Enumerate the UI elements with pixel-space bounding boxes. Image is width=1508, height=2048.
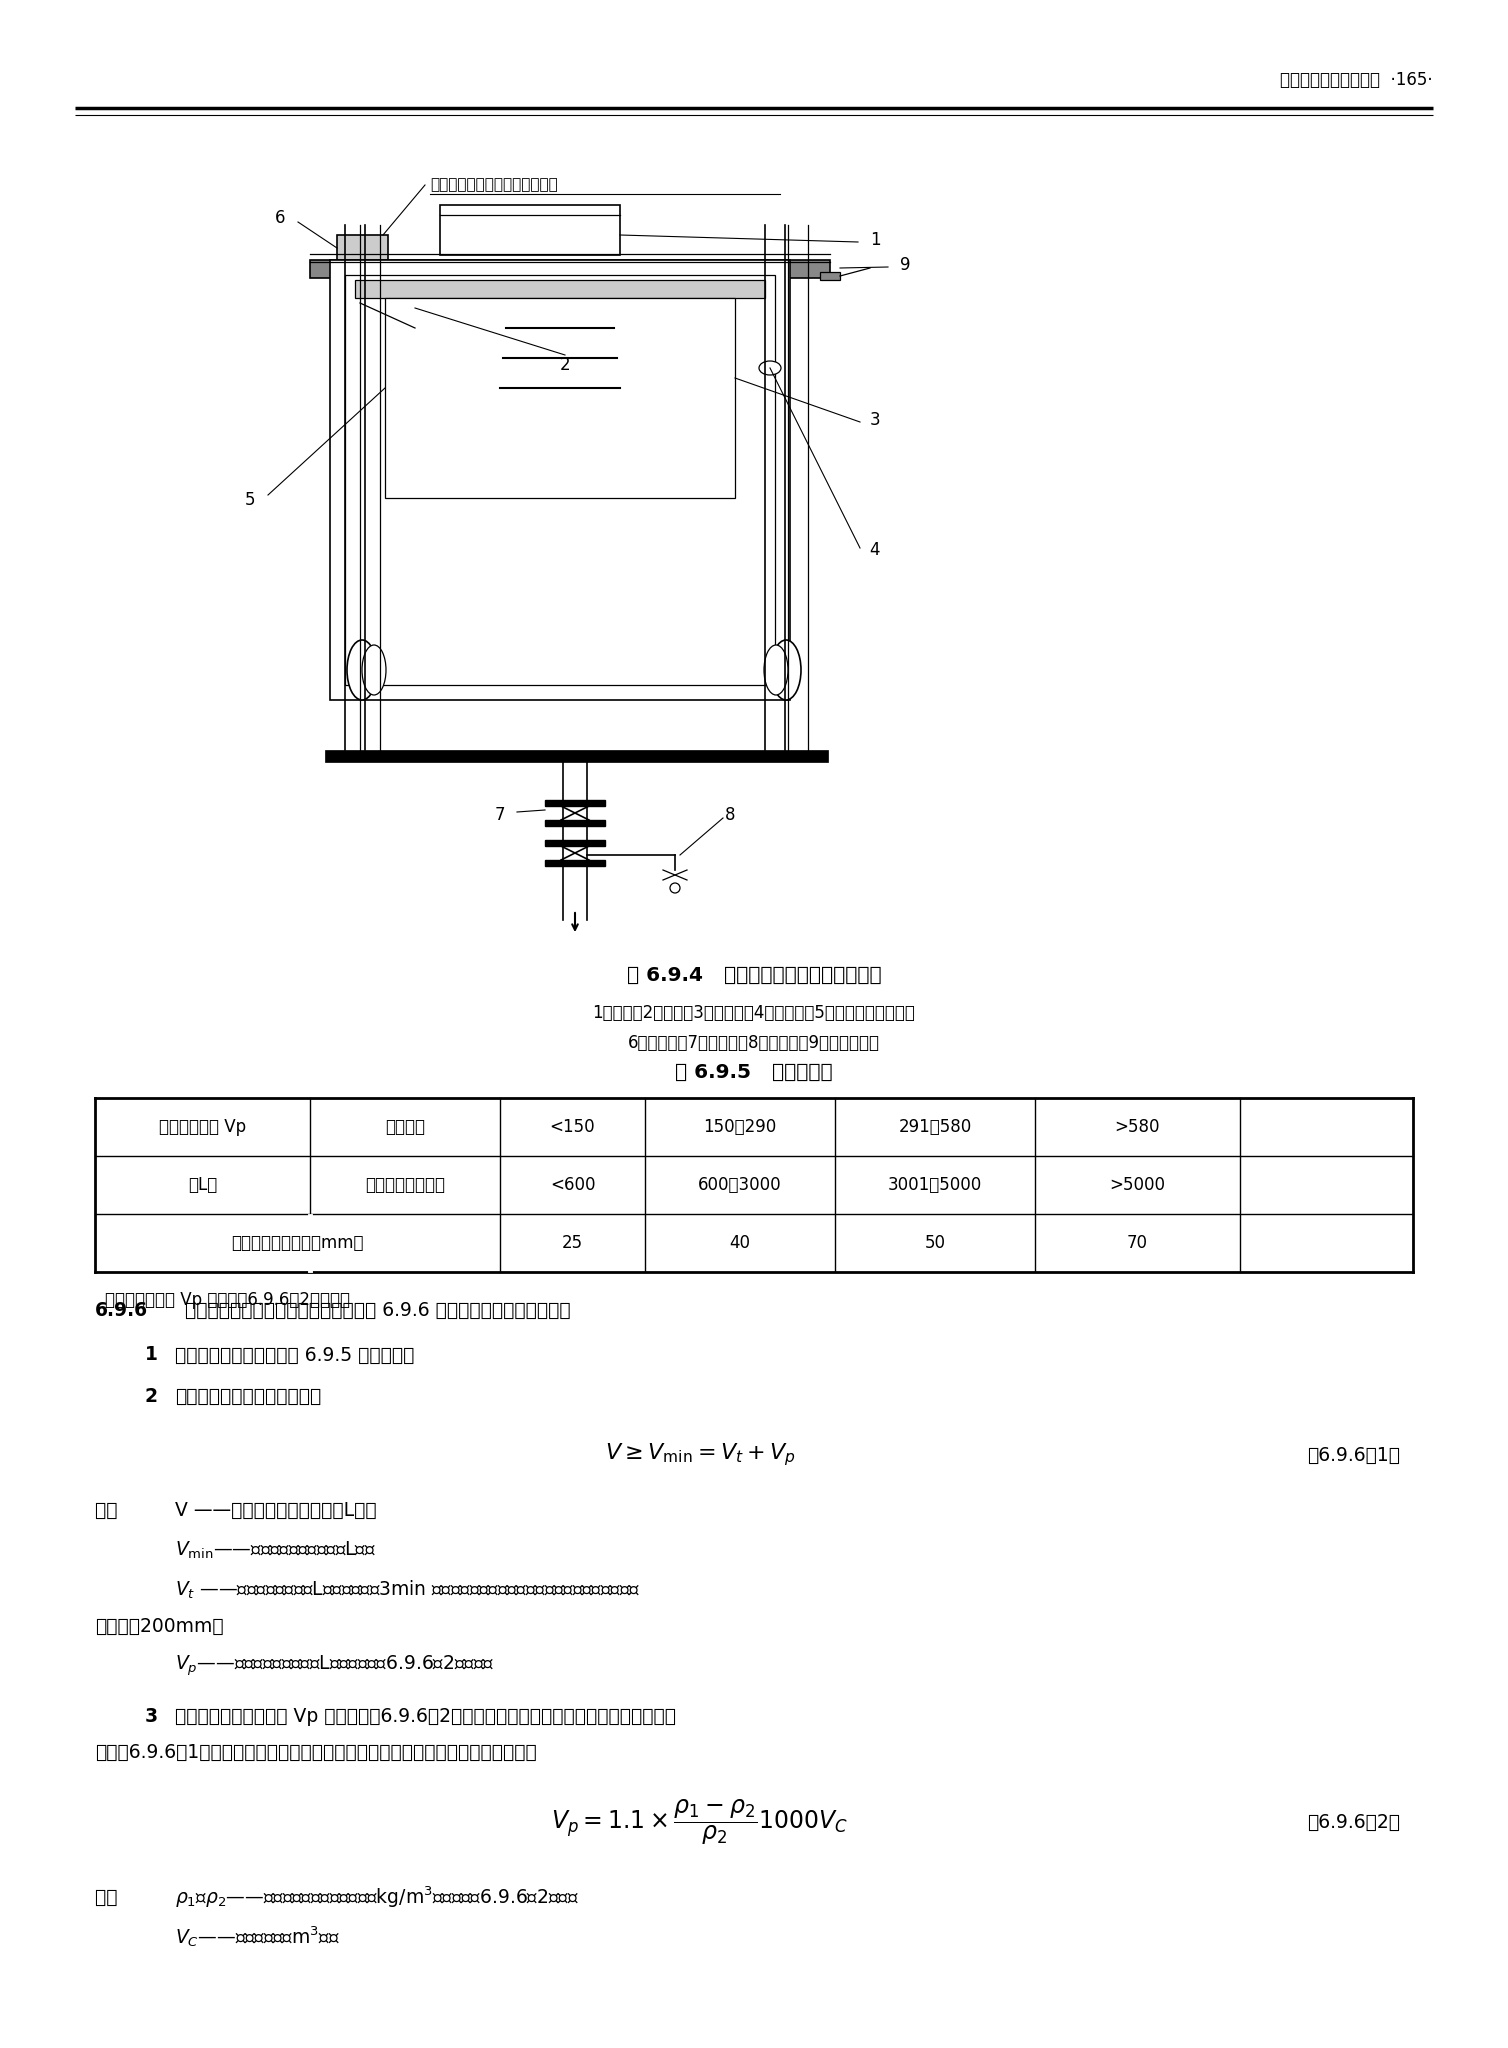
Text: >5000: >5000 [1110,1176,1166,1194]
Text: 8: 8 [725,807,736,823]
Text: $V\geq V_{\rm min}=V_t+V_p$: $V\geq V_{\rm min}=V_t+V_p$ [605,1442,795,1468]
Text: <600: <600 [550,1176,596,1194]
Text: （6.9.6－2）: （6.9.6－2） [1307,1812,1399,1831]
Bar [544,801,605,807]
Text: 参考表6.9.6－1估算；两管制空调系统热水和冷水合用膨胀水箱时，应取其较大值。: 参考表6.9.6－1估算；两管制空调系统热水和冷水合用膨胀水箱时，应取其较大值。 [95,1743,537,1761]
Bar [330,260,790,700]
Bar [440,205,620,256]
Text: >580: >580 [1114,1118,1160,1137]
Text: $\rho_1$、$\rho_2$——水受热膨胀前、后的密度（kg/m$^3$），可按表6.9.6－2确定；: $\rho_1$、$\rho_2$——水受热膨胀前、后的密度（kg/m$^3$）… [175,1884,579,1909]
Text: 6.9.6: 6.9.6 [95,1300,148,1319]
Ellipse shape [759,360,781,375]
Text: 系统膨胀水量 Vp: 系统膨胀水量 Vp [158,1118,246,1137]
Ellipse shape [670,883,680,893]
Text: 式中: 式中 [95,1888,130,1907]
Bar [544,840,605,846]
Text: 注：系统膨胀量 Vp 按公式（6.9.6－2）计算。: 注：系统膨胀量 Vp 按公式（6.9.6－2）计算。 [106,1290,350,1309]
Ellipse shape [765,645,789,694]
Text: 空调热水或采暖水: 空调热水或采暖水 [365,1176,445,1194]
Text: $V_t$ ——水箱的调节容积（L），不应小于3min 平时运行的补水泵流量，且应保证水箱调节水位高: $V_t$ ——水箱的调节容积（L），不应小于3min 平时运行的补水泵流量，且… [175,1579,639,1602]
Text: 设置高位膨胀水箱的定压补水系统如图 6.9.6 所示，且应符合下列要求：: 设置高位膨胀水箱的定压补水系统如图 6.9.6 所示，且应符合下列要求： [185,1300,570,1319]
Text: 1－箱盖；2－浮盖；3－橡胶筒；4－玻璃球；5－液位显示控制器；: 1－箱盖；2－浮盖；3－橡胶筒；4－玻璃球；5－液位显示控制器； [593,1004,915,1022]
Text: $V_p$——系统最大膨胀水量（L），按公式（6.9.6－2）确定。: $V_p$——系统最大膨胀水量（L），按公式（6.9.6－2）确定。 [175,1653,495,1677]
Text: 6－接线盒；7－膨胀管；8－泄水管；9－手动放气阀: 6－接线盒；7－膨胀管；8－泄水管；9－手动放气阀 [627,1034,881,1053]
Text: 5: 5 [244,492,255,510]
Text: 循环水系统的膨胀水量 Vp 应按公式（6.9.6－2）确定；常用系统单位水容量的最大膨胀量可: 循环水系统的膨胀水量 Vp 应按公式（6.9.6－2）确定；常用系统单位水容量的… [175,1706,676,1726]
Text: $V_C$——系统水容量（m$^3$）。: $V_C$——系统水容量（m$^3$）。 [175,1925,339,1950]
Text: 2: 2 [559,356,570,375]
Text: 膨胀管的公称直径（mm）: 膨胀管的公称直径（mm） [231,1235,363,1251]
Text: 25: 25 [562,1235,584,1251]
Text: 图 6.9.4   常压密闭膨胀水箱接管示意图: 图 6.9.4 常压密闭膨胀水箱接管示意图 [627,965,881,985]
Text: 50: 50 [924,1235,946,1251]
Text: 3001～5000: 3001～5000 [888,1176,982,1194]
Text: 9: 9 [900,256,911,274]
Ellipse shape [362,645,386,694]
Text: 表 6.9.5   膨胀管管径: 表 6.9.5 膨胀管管径 [676,1063,832,1081]
Bar [544,860,605,866]
Text: 70: 70 [1126,1235,1148,1251]
Text: 1: 1 [145,1346,158,1364]
Ellipse shape [771,639,801,700]
Text: 式中: 式中 [95,1501,130,1520]
Bar [345,274,775,684]
Bar [326,750,828,762]
Text: 膨胀水箱最低水位应满足 6.9.5 条的要求。: 膨胀水箱最低水位应满足 6.9.5 条的要求。 [175,1346,415,1364]
Text: 空调冷水: 空调冷水 [385,1118,425,1137]
Text: 2: 2 [145,1386,158,1405]
Text: 差不小于200mm；: 差不小于200mm； [95,1616,223,1636]
Text: 40: 40 [730,1235,751,1251]
Ellipse shape [347,639,377,700]
Bar [336,236,388,260]
Bar [385,299,734,498]
Text: $V_p=1.1\times\dfrac{\rho_1-\rho_2}{\rho_2}1000V_C$: $V_p=1.1\times\dfrac{\rho_1-\rho_2}{\rho… [552,1798,849,1847]
Text: 空调系统的冷（热）源  ·165·: 空调系统的冷（热）源 ·165· [1280,72,1433,88]
Text: 1: 1 [870,231,881,250]
Text: 600～3000: 600～3000 [698,1176,781,1194]
Text: 291～580: 291～580 [899,1118,971,1137]
Text: 4: 4 [870,541,881,559]
Text: 150～290: 150～290 [703,1118,777,1137]
Text: V ——水箱的实际有效容积（L）；: V ——水箱的实际有效容积（L）； [175,1501,377,1520]
Text: <150: <150 [550,1118,596,1137]
Text: 7: 7 [495,807,505,823]
Text: 3: 3 [145,1706,158,1726]
Text: （L）: （L） [188,1176,217,1194]
Bar [311,260,829,279]
Bar [820,272,840,281]
Bar [544,819,605,825]
Text: 接高低水位报警和水泵启停装置: 接高低水位报警和水泵启停装置 [430,178,558,193]
Text: （6.9.6－1）: （6.9.6－1） [1307,1446,1399,1464]
Text: 6: 6 [274,209,285,227]
Text: 膨胀水箱容积应按下式计算：: 膨胀水箱容积应按下式计算： [175,1386,321,1405]
Text: $V_{\rm min}$——水箱的最小有效容积（L）；: $V_{\rm min}$——水箱的最小有效容积（L）； [175,1540,375,1561]
Bar [354,281,765,299]
Text: 3: 3 [870,412,881,428]
